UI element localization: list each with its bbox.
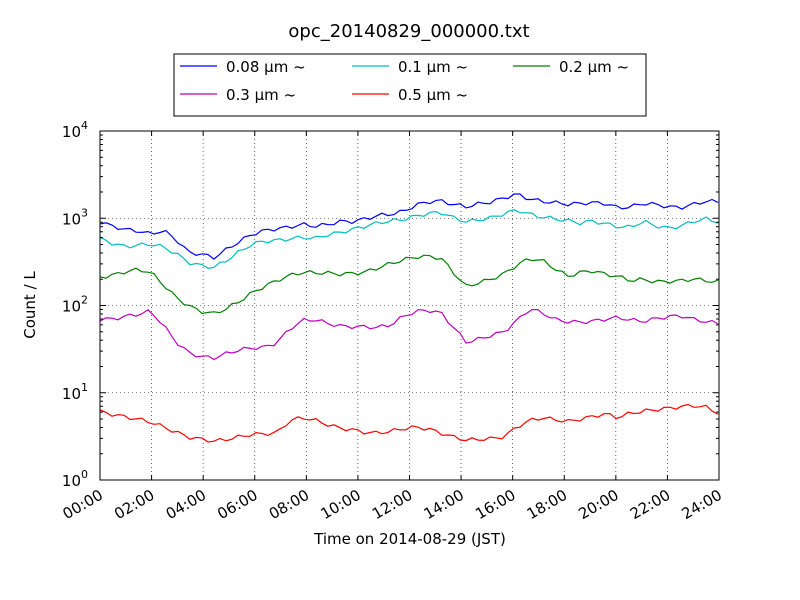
x-tick-label: 06:00 bbox=[214, 486, 260, 523]
y-tick-exponent: 4 bbox=[81, 119, 88, 132]
axis-ticks bbox=[99, 130, 720, 481]
y-tick-base: 10 bbox=[62, 472, 81, 490]
series-line bbox=[99, 309, 719, 361]
x-tick-label: 08:00 bbox=[266, 486, 312, 523]
y-tick-label: 100 bbox=[62, 468, 88, 490]
x-tick-label: 00:00 bbox=[60, 486, 106, 523]
legend: 0.08 μm ~ 0.1 μm ~ 0.2 μm ~ 0.3 μm ~ 0.5 μm … bbox=[173, 53, 647, 117]
y-tick-label: 102 bbox=[62, 294, 88, 316]
x-tick-label: 12:00 bbox=[369, 486, 415, 523]
y-tick-base: 10 bbox=[62, 298, 81, 316]
x-tick-label: 18:00 bbox=[524, 486, 570, 523]
legend-label: 0.5 μm ~ bbox=[398, 86, 468, 104]
x-tick-label: 20:00 bbox=[575, 486, 621, 523]
y-tick-exponent: 2 bbox=[81, 294, 88, 307]
series-line bbox=[99, 403, 719, 443]
series-line bbox=[99, 254, 719, 315]
x-tick-label: 24:00 bbox=[679, 486, 725, 523]
legend-box bbox=[173, 53, 647, 117]
x-tick-label: 02:00 bbox=[111, 486, 157, 523]
x-tick-label: 04:00 bbox=[163, 486, 209, 523]
y-tick-base: 10 bbox=[62, 210, 81, 228]
y-tick-base: 10 bbox=[62, 123, 81, 141]
x-axis-label: Time on 2014-08-29 (JST) bbox=[313, 530, 506, 548]
y-tick-label: 104 bbox=[62, 119, 88, 141]
x-tick-label: 14:00 bbox=[421, 486, 467, 523]
series-line bbox=[99, 209, 719, 270]
legend-label: 0.2 μm ~ bbox=[559, 58, 629, 76]
y-tick-exponent: 0 bbox=[81, 468, 88, 481]
x-tick-label: 22:00 bbox=[627, 486, 673, 523]
y-tick-exponent: 3 bbox=[81, 206, 88, 219]
y-tick-exponent: 1 bbox=[81, 381, 88, 394]
series-lines bbox=[99, 193, 720, 443]
y-tick-base: 10 bbox=[62, 385, 81, 403]
x-tick-label: 16:00 bbox=[472, 486, 518, 523]
x-tick-labels: 00:00 02:00 04:00 06:00 08:00 10:00 12:00 14:00… bbox=[60, 486, 725, 523]
chart-title: opc_20140829_000000.txt bbox=[288, 21, 529, 42]
y-tick-label: 103 bbox=[62, 206, 88, 228]
series-line bbox=[99, 193, 719, 260]
y-axis-label: Count / L bbox=[21, 271, 39, 339]
x-tick-label: 10:00 bbox=[317, 486, 363, 523]
legend-label: 0.1 μm ~ bbox=[398, 58, 468, 76]
legend-label: 0.3 μm ~ bbox=[226, 86, 296, 104]
legend-label: 0.08 μm ~ bbox=[226, 58, 306, 76]
y-tick-label: 101 bbox=[62, 381, 88, 403]
